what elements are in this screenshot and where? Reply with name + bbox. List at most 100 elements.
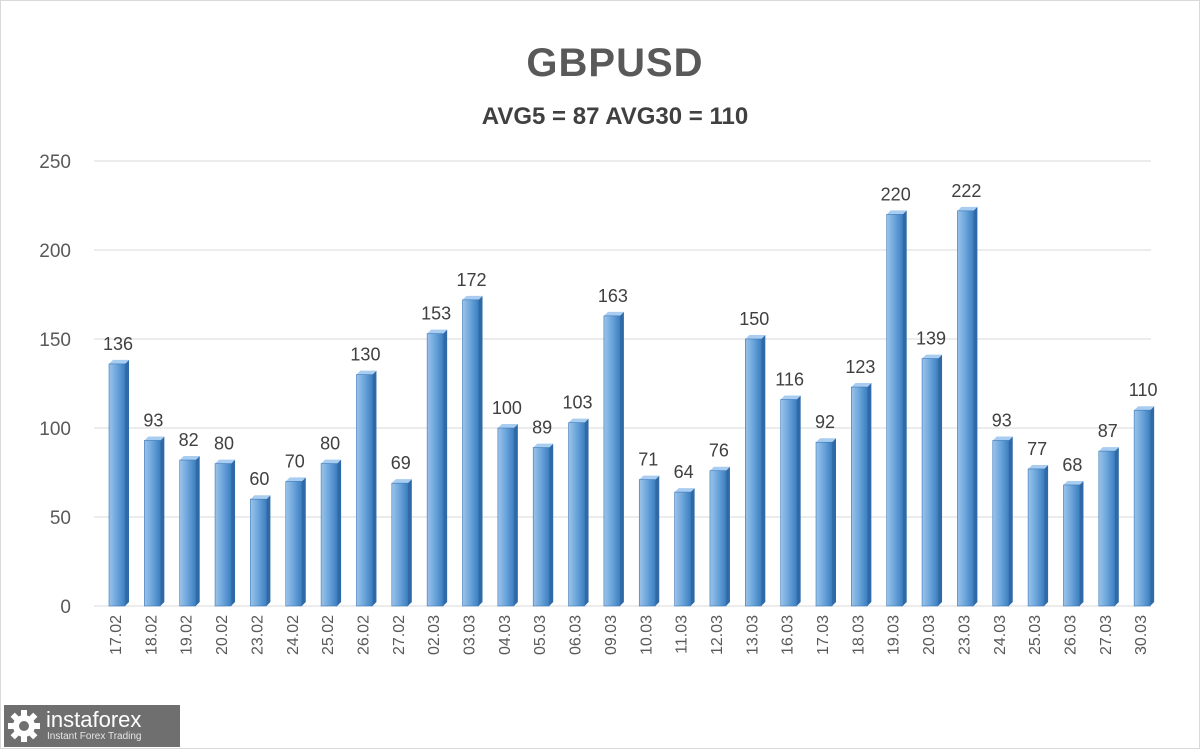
data-label: 69	[391, 453, 411, 473]
bar-top	[144, 436, 165, 441]
bar	[851, 383, 872, 607]
chart-subtitle: AVG5 = 87 AVG30 = 110	[481, 103, 749, 130]
bar-side	[655, 475, 660, 606]
y-axis: 0 50 100 150 200 250	[39, 152, 71, 618]
gear-icon	[8, 710, 40, 742]
bar-side	[195, 456, 200, 606]
data-label: 87	[1098, 421, 1118, 441]
data-label: 153	[421, 304, 451, 324]
bar-front	[214, 463, 232, 607]
bar-side	[160, 436, 165, 606]
bar-top	[957, 206, 978, 211]
data-label: 80	[214, 434, 234, 454]
data-label: 89	[532, 418, 552, 438]
x-tick-label: 06.03	[568, 615, 585, 655]
x-tick-label: 26.03	[1062, 615, 1079, 655]
bar-front	[568, 422, 585, 607]
bar-side	[407, 479, 412, 606]
bar-top	[250, 495, 271, 500]
data-label: 71	[638, 450, 658, 470]
bar	[568, 418, 589, 607]
bar	[214, 459, 236, 607]
data-label: 100	[492, 398, 522, 418]
bar	[250, 495, 271, 607]
bar	[426, 329, 448, 607]
bar	[815, 438, 836, 607]
x-tick-label: 12.03	[709, 615, 726, 655]
x-tick-label: 20.02	[214, 615, 231, 655]
bar-front	[638, 479, 656, 607]
bars	[108, 206, 1155, 607]
bar-front	[1027, 468, 1045, 607]
bar-side	[1008, 436, 1013, 606]
bar	[638, 475, 660, 607]
bar	[391, 479, 412, 607]
bar-side	[1079, 480, 1084, 606]
bar-top	[1134, 406, 1155, 411]
bar-top	[533, 443, 554, 448]
bar-side	[584, 418, 589, 606]
chart-title: GBPUSD	[526, 41, 704, 85]
bar-side	[761, 335, 766, 606]
x-tick-label: 20.03	[921, 615, 938, 655]
bar-side	[337, 459, 342, 606]
logo-name: instaforex	[46, 707, 142, 732]
data-label: 130	[350, 345, 380, 365]
bar-side	[266, 495, 271, 606]
bar	[780, 395, 801, 607]
x-axis: 17.02 18.02 19.02 20.02 23.02 24.02 25.02 26.02…	[108, 615, 1150, 655]
bar	[144, 436, 165, 607]
x-tick-label: 25.03	[1027, 615, 1044, 655]
bar-side	[125, 359, 129, 606]
bar	[285, 477, 306, 607]
x-tick-label: 24.03	[992, 615, 1009, 655]
data-label: 136	[103, 334, 133, 354]
x-tick-label: 18.03	[850, 615, 867, 655]
bar	[532, 443, 554, 607]
bar-side	[796, 395, 801, 606]
data-label: 68	[1062, 455, 1082, 475]
x-tick-label: 17.02	[108, 615, 125, 655]
data-label: 82	[179, 430, 199, 450]
bar-top	[816, 438, 836, 443]
bar-front	[144, 440, 161, 607]
bar-side	[902, 210, 907, 606]
y-tick-label: 50	[50, 508, 71, 529]
bar	[709, 466, 730, 607]
x-tick-label: 09.03	[603, 615, 620, 655]
bar-side	[867, 383, 872, 606]
x-tick-label: 27.03	[1098, 615, 1115, 655]
x-tick-label: 19.03	[886, 615, 903, 655]
data-label: 80	[320, 434, 340, 454]
bar-side	[1044, 464, 1049, 606]
bar-side	[1150, 406, 1155, 606]
x-tick-label: 23.02	[249, 615, 266, 655]
bar-top	[886, 210, 907, 215]
bar	[179, 456, 200, 607]
bar-side	[938, 354, 943, 606]
bar-top	[462, 295, 483, 300]
bar	[1133, 406, 1155, 607]
bar-top	[603, 311, 624, 316]
x-tick-label: 16.03	[780, 615, 797, 655]
bar-top	[497, 424, 518, 428]
x-tick-label: 03.03	[462, 615, 479, 655]
bar-front	[250, 498, 267, 607]
bar-top	[427, 329, 448, 334]
bar-top	[568, 418, 589, 423]
bar-front	[108, 363, 126, 607]
data-label: 150	[739, 309, 769, 329]
logo-tagline: Instant Forex Trading	[47, 731, 142, 742]
bar-front	[744, 338, 762, 607]
x-tick-label: 17.03	[815, 615, 832, 655]
bar-top	[1063, 480, 1084, 485]
bar-side	[301, 477, 306, 606]
bar	[356, 370, 377, 607]
bar	[1063, 480, 1084, 607]
data-label: 220	[881, 184, 911, 204]
data-label: 93	[992, 410, 1012, 430]
bar-front	[1133, 409, 1151, 607]
bar	[462, 295, 483, 607]
